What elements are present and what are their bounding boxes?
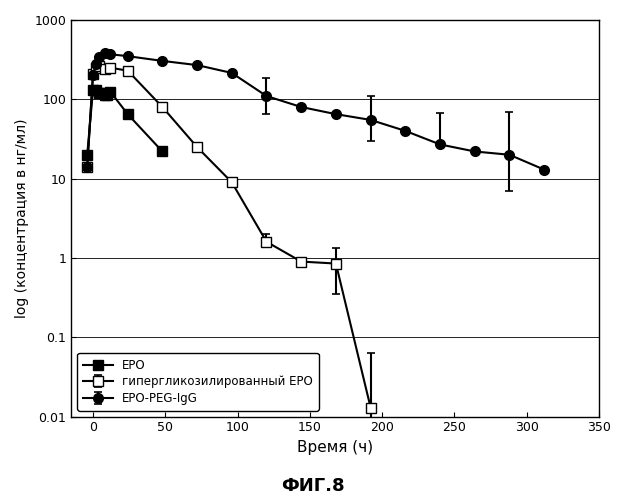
Legend: ЕРО, гипергликозилированный ЕРО, ЕРО-PEG-IgG: ЕРО, гипергликозилированный ЕРО, ЕРО-PEG… [77,353,319,410]
X-axis label: Время (ч): Время (ч) [297,440,373,455]
ЕРО [83,152,91,158]
ЕРО [101,92,108,98]
ЕРО [124,111,131,117]
Line: ЕРО: ЕРО [83,86,167,160]
ЕРО [90,88,97,94]
Y-axis label: log (концентрация в нг/мл): log (концентрация в нг/мл) [15,118,29,318]
ЕРО [98,90,105,96]
ЕРО [95,90,103,96]
ЕРО [106,88,114,94]
ЕРО [92,88,100,94]
ЕРО [104,92,111,98]
ЕРО [158,148,166,154]
Text: ФИГ.8: ФИГ.8 [281,477,345,495]
